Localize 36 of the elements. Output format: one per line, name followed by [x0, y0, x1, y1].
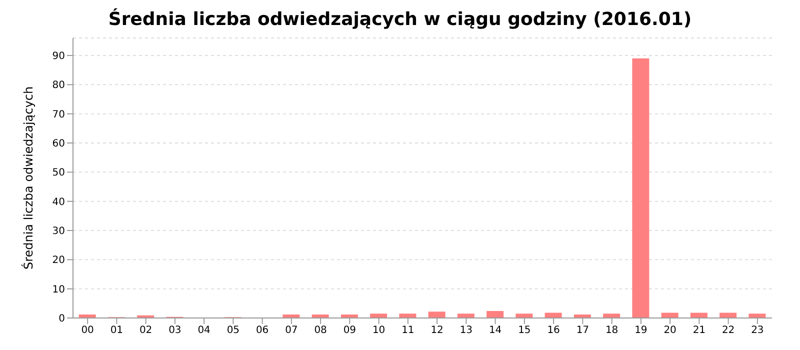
- x-tick-label: 15: [518, 325, 531, 336]
- x-tick-label: 09: [343, 325, 356, 336]
- y-tick-label: 30: [52, 226, 65, 238]
- y-tick-label: 10: [52, 284, 65, 296]
- x-tick-label: 03: [168, 325, 182, 336]
- x-tick-label: 12: [430, 325, 444, 336]
- x-tick-label: 23: [751, 325, 764, 336]
- y-tick-label: 80: [52, 80, 65, 92]
- x-tick-label: 10: [372, 325, 386, 336]
- x-tick-label: 01: [110, 325, 124, 336]
- y-tick-label: 70: [52, 109, 65, 120]
- x-tick-label: 21: [692, 325, 706, 336]
- x-tick-label: 17: [576, 325, 590, 336]
- x-tick-label: 13: [460, 325, 473, 336]
- y-tick-label: 90: [52, 51, 65, 62]
- y-axis-title: Średnia liczba odwiedzających: [20, 86, 36, 270]
- y-tick-label: 40: [52, 196, 65, 208]
- y-tick-label: 60: [52, 138, 65, 150]
- x-tick-label: 04: [198, 325, 210, 336]
- x-tick-label: 14: [488, 325, 502, 336]
- y-tick-label: 0: [58, 314, 65, 325]
- x-tick-label: 16: [547, 325, 560, 336]
- x-tick-label: 19: [634, 325, 648, 336]
- x-tick-label: 22: [722, 325, 735, 336]
- y-tick-label: 20: [52, 255, 65, 266]
- chart-title: Średnia liczba odwiedzających w ciągu godziny (2016.01): [107, 8, 693, 32]
- x-tick-label: 08: [314, 325, 327, 336]
- x-tick-label: 20: [664, 325, 676, 336]
- x-tick-label: 00: [81, 325, 94, 336]
- x-tick-label: 11: [402, 325, 414, 336]
- x-tick-label: 05: [226, 325, 240, 336]
- x-tick-label: 18: [605, 325, 618, 336]
- x-tick-label: 07: [285, 325, 298, 336]
- x-tick-label: 06: [256, 325, 269, 336]
- x-tick-label: 02: [139, 325, 152, 336]
- y-tick-label: 50: [52, 168, 65, 179]
